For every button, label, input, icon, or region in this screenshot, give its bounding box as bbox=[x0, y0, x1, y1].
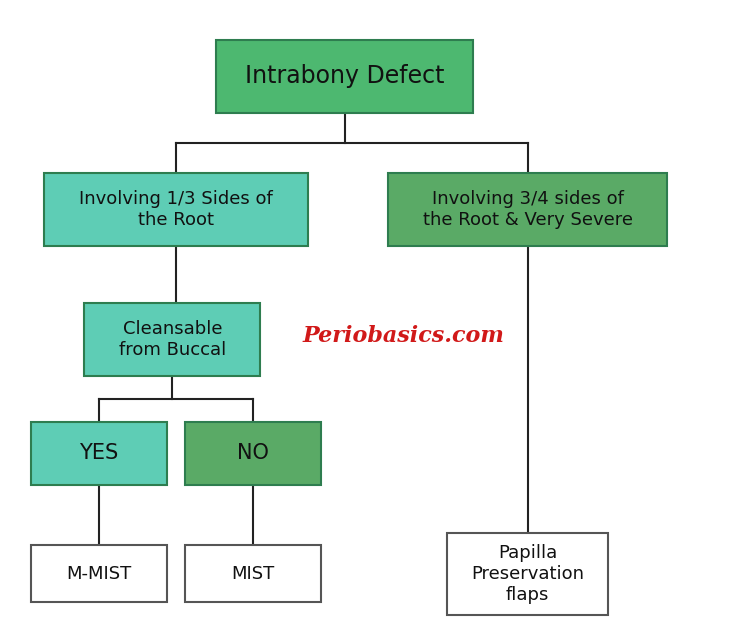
Text: Involving 1/3 Sides of
the Root: Involving 1/3 Sides of the Root bbox=[79, 190, 273, 229]
Text: Intrabony Defect: Intrabony Defect bbox=[245, 64, 444, 88]
Text: Cleansable
from Buccal: Cleansable from Buccal bbox=[119, 320, 226, 359]
Text: MIST: MIST bbox=[231, 565, 275, 583]
Text: Papilla
Preservation
flaps: Papilla Preservation flaps bbox=[471, 544, 584, 604]
Text: M-MIST: M-MIST bbox=[66, 565, 132, 583]
FancyBboxPatch shape bbox=[447, 533, 608, 615]
FancyBboxPatch shape bbox=[44, 172, 308, 245]
FancyBboxPatch shape bbox=[388, 172, 667, 245]
FancyBboxPatch shape bbox=[32, 545, 166, 602]
FancyBboxPatch shape bbox=[84, 302, 260, 375]
FancyBboxPatch shape bbox=[216, 39, 473, 113]
FancyBboxPatch shape bbox=[185, 545, 320, 602]
Text: Periobasics.com: Periobasics.com bbox=[302, 325, 504, 347]
FancyBboxPatch shape bbox=[185, 422, 320, 485]
FancyBboxPatch shape bbox=[32, 422, 166, 485]
Text: NO: NO bbox=[237, 443, 269, 463]
Text: Involving 3/4 sides of
the Root & Very Severe: Involving 3/4 sides of the Root & Very S… bbox=[423, 190, 633, 229]
Text: YES: YES bbox=[79, 443, 119, 463]
